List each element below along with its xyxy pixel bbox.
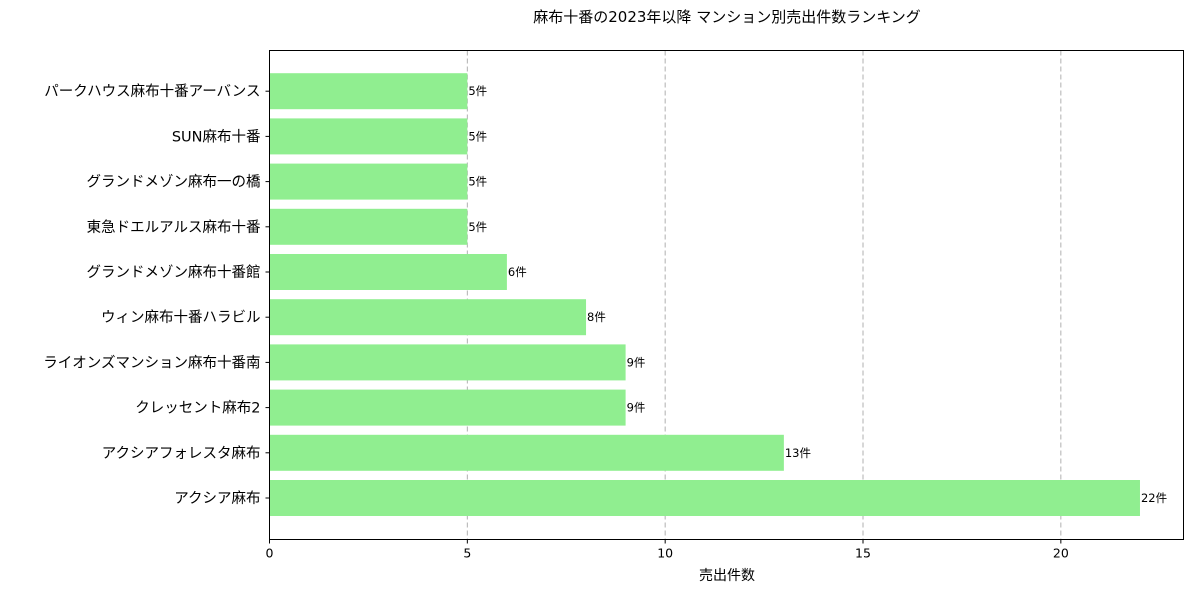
data-label-3: 9件 <box>627 355 646 369</box>
x-tick-label-0: 0 <box>266 546 274 561</box>
category-label-1: アクシアフォレスタ麻布 <box>102 445 261 462</box>
data-label-6: 5件 <box>468 220 487 234</box>
bar-8 <box>269 118 468 155</box>
category-label-4: ウィン麻布十番ハラビル <box>101 309 261 326</box>
bar-6 <box>269 208 468 245</box>
data-label-8: 5件 <box>468 129 487 143</box>
value-axis: 0 5 10 15 20 <box>266 539 1069 561</box>
chart-title: 麻布十番の2023年以降 マンション別売出件数ランキング <box>533 8 921 26</box>
data-labels: 22件 13件 9件 9件 8件 6件 5件 5件 5件 5件 <box>468 84 1167 505</box>
x-tick-label-3: 15 <box>855 546 871 561</box>
x-tick-label-4: 20 <box>1053 546 1069 561</box>
category-label-9: パークハウス麻布十番アーバンス <box>44 83 260 100</box>
data-label-0: 22件 <box>1141 491 1167 505</box>
bar-4 <box>269 299 587 336</box>
data-label-4: 8件 <box>587 310 606 324</box>
bar-5 <box>269 254 507 290</box>
category-label-7: グランドメゾン麻布一の橋 <box>87 174 261 191</box>
x-tick-label-1: 5 <box>463 546 471 561</box>
bar-3 <box>269 344 626 381</box>
category-axis: アクシア麻布 アクシアフォレスタ麻布 クレッセント麻布2 ライオンズマンション麻布十番… <box>43 83 270 507</box>
plot-frame <box>269 50 1184 540</box>
category-label-0: アクシア麻布 <box>174 490 260 507</box>
data-label-1: 13件 <box>785 446 811 460</box>
category-label-5: グランドメゾン麻布十番館 <box>87 264 261 281</box>
data-label-5: 6件 <box>508 265 527 279</box>
category-label-6: 東急ドエルアルス麻布十番 <box>87 219 261 236</box>
data-label-7: 5件 <box>468 175 487 189</box>
data-label-2: 9件 <box>627 401 646 415</box>
bar-9 <box>269 73 468 110</box>
category-label-8: SUN麻布十番 <box>172 128 261 145</box>
x-tick-label-2: 10 <box>657 546 673 561</box>
category-label-3: ライオンズマンション麻布十番南 <box>43 354 260 371</box>
bar-7 <box>269 163 468 200</box>
bar-0 <box>269 480 1140 516</box>
bars <box>269 73 1140 516</box>
category-label-2: クレッセント麻布2 <box>135 400 260 417</box>
bar-2 <box>269 389 626 426</box>
bar-1 <box>269 434 784 471</box>
data-label-9: 5件 <box>468 84 487 98</box>
x-axis-label: 売出件数 <box>699 568 755 584</box>
